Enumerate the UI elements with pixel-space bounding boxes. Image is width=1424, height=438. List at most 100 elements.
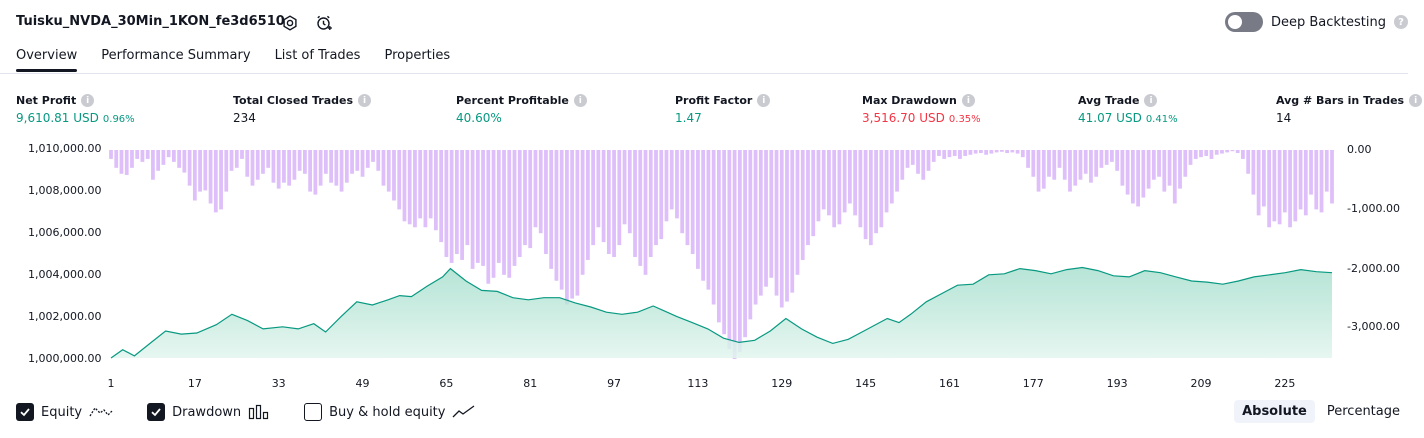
drawdown-bar — [565, 150, 569, 305]
drawdown-bar — [538, 150, 543, 234]
legend-buy-hold[interactable]: Buy & hold equity — [304, 403, 476, 421]
drawdown-bar — [827, 150, 831, 216]
drawdown-bar — [685, 150, 690, 246]
drawdown-bar — [271, 150, 276, 183]
drawdown-bar — [1220, 150, 1224, 154]
drawdown-bar — [648, 150, 653, 257]
drawdown-bar — [1041, 150, 1046, 189]
drawdown-bar — [1068, 150, 1072, 192]
drawdown-bar — [1130, 150, 1135, 204]
drawdown-bar — [743, 150, 747, 338]
tab-performance-summary[interactable]: Performance Summary — [101, 48, 251, 63]
metric-value: 3,516.70 USD — [862, 111, 945, 125]
drawdown-bar — [910, 150, 915, 165]
metric-value: 41.07 USD — [1078, 111, 1142, 125]
drawdown-bar — [1303, 150, 1308, 216]
legend-drawdown[interactable]: Drawdown — [147, 403, 270, 421]
drawdown-bar — [1267, 150, 1272, 228]
metric-value: 1.47 — [675, 111, 702, 125]
drawdown-bar — [198, 150, 202, 192]
drawdown-bar — [1172, 150, 1177, 204]
buy-hold-checkbox[interactable] — [304, 403, 323, 421]
drawdown-checkbox[interactable] — [147, 403, 166, 421]
drawdown-bar — [706, 150, 711, 290]
info-icon[interactable]: i — [81, 94, 95, 107]
gear-icon[interactable] — [279, 12, 301, 34]
drawdown-bar — [381, 150, 386, 186]
alarm-clock-add-icon[interactable] — [313, 12, 335, 34]
drawdown-bar — [187, 150, 192, 186]
drawdown-bar — [1251, 150, 1256, 195]
drawdown-bar — [1062, 150, 1067, 180]
tab-overview[interactable]: Overview — [16, 48, 78, 72]
drawdown-bar — [171, 150, 176, 162]
absolute-button[interactable]: Absolute — [1234, 400, 1315, 423]
drawdown-bar — [402, 150, 407, 222]
metric-percent: 0.96% — [102, 114, 135, 125]
tab-properties[interactable]: Properties — [384, 48, 451, 63]
right-axis-tick: 0.00 — [1347, 143, 1372, 156]
drawdown-bar — [151, 150, 155, 180]
drawdown-bar — [1115, 150, 1120, 171]
drawdown-bar — [1047, 150, 1051, 177]
drawdown-bar — [1089, 150, 1093, 183]
drawdown-bar — [1151, 150, 1156, 180]
info-icon[interactable]: i — [358, 94, 372, 107]
x-axis-tick: 113 — [687, 377, 709, 390]
metric-label: Avg Trade — [1078, 94, 1140, 107]
x-axis-tick: 33 — [271, 377, 286, 390]
drawdown-bar — [591, 150, 595, 246]
metric-label: Total Closed Trades — [233, 94, 354, 107]
drawdown-bar — [250, 150, 255, 186]
left-axis-tick: 1,004,000.00 — [28, 268, 102, 281]
help-icon[interactable]: ? — [1394, 15, 1408, 29]
drawdown-bar — [921, 150, 926, 180]
info-icon[interactable]: i — [1144, 94, 1158, 107]
left-axis-tick: 1,000,000.00 — [28, 352, 102, 365]
strategy-title: Tuisku_NVDA_30Min_1KON_fe3d6510 — [16, 14, 285, 29]
drawdown-bar — [182, 150, 187, 173]
legend-label: Buy & hold equity — [329, 404, 446, 420]
drawdown-bar — [606, 150, 611, 254]
drawdown-bar — [727, 150, 732, 350]
x-axis-tick: 49 — [355, 377, 370, 390]
info-icon[interactable]: i — [961, 94, 975, 107]
drawdown-bar — [722, 150, 727, 335]
metric-label: Max Drawdown — [862, 94, 957, 107]
metric-percent: 0.35% — [948, 114, 981, 125]
tab-list-of-trades[interactable]: List of Trades — [274, 48, 361, 63]
drawdown-bar — [732, 150, 737, 359]
drawdown-bar — [360, 150, 365, 177]
drawdown-bar — [659, 150, 664, 240]
drawdown-bar — [848, 150, 852, 204]
equity-checkbox[interactable] — [16, 403, 34, 421]
deep-backtesting-toggle[interactable] — [1224, 12, 1263, 32]
drawdown-bar — [255, 150, 260, 180]
drawdown-bar — [931, 150, 936, 162]
drawdown-bar — [1293, 150, 1298, 222]
drawdown-bar — [276, 150, 281, 189]
drawdown-bar — [675, 150, 679, 219]
percentage-button[interactable]: Percentage — [1326, 404, 1400, 419]
drawdown-bar — [779, 150, 784, 308]
deep-backtesting-control: Deep Backtesting ? — [1224, 12, 1408, 32]
drawdown-bar — [654, 150, 658, 246]
metric-value: 234 — [233, 111, 256, 125]
legend-equity[interactable]: Equity — [16, 403, 113, 421]
drawdown-bar — [842, 150, 847, 213]
info-icon[interactable]: i — [757, 94, 771, 107]
report-tabs: Overview Performance Summary List of Tra… — [16, 48, 450, 72]
drawdown-bar — [1183, 150, 1188, 177]
drawdown-bar — [1005, 150, 1009, 153]
left-axis-tick: 1,002,000.00 — [28, 310, 102, 323]
tabs-divider — [0, 73, 1408, 74]
drawdown-bar — [397, 150, 402, 210]
drawdown-bar — [203, 150, 208, 191]
drawdown-bar — [1314, 150, 1319, 210]
info-icon[interactable]: i — [1409, 94, 1423, 107]
drawdown-bar — [1324, 150, 1329, 192]
info-icon[interactable]: i — [573, 94, 587, 107]
drawdown-bar — [1125, 150, 1130, 195]
drawdown-bar — [942, 150, 947, 159]
